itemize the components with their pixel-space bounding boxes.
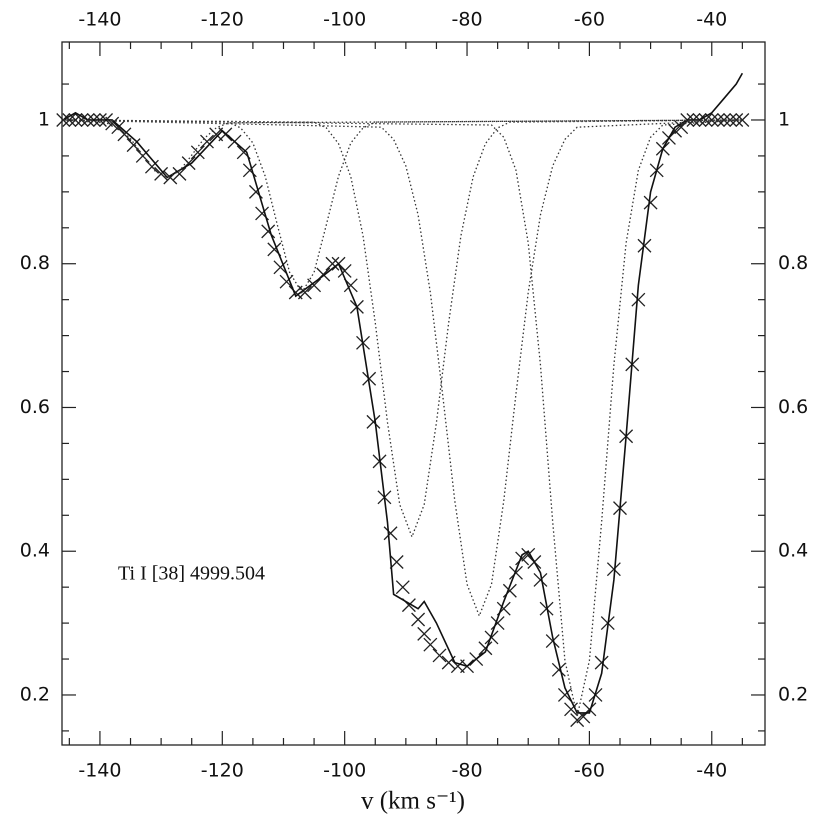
data-point bbox=[144, 159, 159, 174]
x-tick-label-top: -140 bbox=[78, 9, 121, 31]
data-point bbox=[533, 573, 548, 587]
y-tick-label: 0.2 bbox=[20, 683, 50, 705]
data-point bbox=[509, 565, 523, 580]
x-tick-label-top: -100 bbox=[323, 9, 366, 31]
data-point bbox=[383, 526, 398, 541]
data-point bbox=[62, 113, 77, 127]
data-point bbox=[606, 562, 621, 577]
x-tick-label: -140 bbox=[78, 760, 121, 782]
data-point bbox=[135, 148, 150, 163]
y-tick-label-right: 0.2 bbox=[778, 683, 808, 705]
data-point bbox=[484, 630, 499, 645]
y-tick-label-right: 0.6 bbox=[778, 396, 808, 418]
data-point bbox=[423, 637, 438, 652]
data-point bbox=[366, 414, 381, 429]
data-point bbox=[325, 256, 340, 271]
data-point bbox=[637, 238, 652, 253]
data-point bbox=[735, 113, 750, 127]
data-point bbox=[273, 260, 288, 275]
data-point bbox=[74, 113, 89, 127]
component-line bbox=[63, 119, 743, 618]
x-tick-label: -80 bbox=[452, 760, 483, 782]
data-point bbox=[570, 713, 585, 728]
data-point bbox=[643, 195, 658, 210]
y-tick-label: 0.4 bbox=[20, 540, 50, 562]
y-tick-label: 1 bbox=[38, 108, 50, 130]
y-tick-label-right: 1 bbox=[778, 108, 790, 130]
data-point bbox=[557, 688, 572, 702]
data-point bbox=[261, 224, 276, 239]
data-point bbox=[172, 166, 187, 181]
data-point bbox=[594, 655, 609, 670]
data-point bbox=[564, 702, 579, 717]
x-axis-label: v (km s⁻¹) bbox=[361, 788, 465, 815]
data-point bbox=[551, 662, 566, 677]
data-point bbox=[307, 278, 322, 293]
data-point bbox=[478, 641, 493, 656]
data-point bbox=[417, 626, 432, 641]
component-line bbox=[63, 119, 743, 179]
x-tick-label: -120 bbox=[201, 760, 244, 782]
data-point bbox=[126, 138, 141, 153]
data-point bbox=[411, 612, 426, 627]
plot-frame bbox=[61, 41, 766, 746]
data-point bbox=[432, 648, 447, 663]
data-point bbox=[154, 166, 169, 181]
y-tick-label-right: 0.4 bbox=[778, 540, 808, 562]
x-tick-label-top: -40 bbox=[696, 9, 727, 31]
data-point bbox=[515, 551, 530, 566]
component-line bbox=[63, 119, 743, 717]
x-tick-label: -60 bbox=[574, 760, 605, 782]
data-point bbox=[297, 285, 312, 300]
data-point bbox=[200, 134, 214, 149]
data-point bbox=[545, 634, 560, 649]
annotation: Ti I [38] 4999.504 bbox=[118, 563, 265, 585]
fit-line bbox=[62, 72, 744, 714]
data-point bbox=[631, 292, 646, 307]
component-line bbox=[63, 119, 743, 294]
data-point bbox=[395, 580, 410, 595]
component-line bbox=[63, 119, 743, 539]
y-tick-label: 0.8 bbox=[20, 252, 50, 274]
x-tick-label-top: -80 bbox=[452, 9, 483, 31]
data-point bbox=[117, 127, 132, 142]
y-tick-label-right: 0.8 bbox=[778, 252, 808, 274]
x-tick-label-top: -120 bbox=[201, 9, 244, 31]
data-point bbox=[490, 616, 505, 631]
x-tick-label: -40 bbox=[696, 760, 727, 782]
data-point bbox=[190, 145, 205, 160]
x-tick-label-top: -60 bbox=[574, 9, 605, 31]
y-tick-label: 0.6 bbox=[20, 396, 50, 418]
data-point bbox=[389, 555, 404, 569]
x-tick-label: -100 bbox=[323, 760, 366, 782]
data-point bbox=[111, 120, 126, 135]
